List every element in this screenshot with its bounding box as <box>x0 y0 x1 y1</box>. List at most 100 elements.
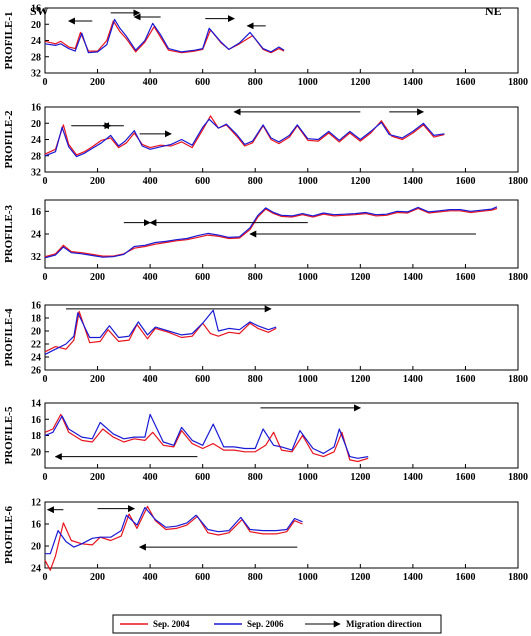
x-tick-label: 1000 <box>298 572 318 583</box>
x-tick-label: 600 <box>195 374 210 385</box>
y-tick-label: 16 <box>31 103 41 114</box>
panel-ylabel: PROFILE-6 <box>3 505 15 564</box>
x-tick-label: 1400 <box>403 272 423 283</box>
x-tick-label: 1200 <box>350 176 370 187</box>
y-tick-label: 16 <box>31 207 41 218</box>
legend-box <box>112 614 442 634</box>
y-tick-label: 16 <box>31 415 41 426</box>
x-tick-label: 1800 <box>508 572 528 583</box>
x-tick-label: 1200 <box>350 472 370 483</box>
y-tick-label: 26 <box>31 366 41 377</box>
x-tick-label: 400 <box>143 272 158 283</box>
x-tick-label: 600 <box>195 572 210 583</box>
y-tick-label: 16 <box>31 4 41 15</box>
y-tick-label: 20 <box>31 542 41 553</box>
y-tick-label: 20 <box>31 20 41 31</box>
y-tick-label: 18 <box>31 431 41 442</box>
y-tick-label: 16 <box>31 301 41 312</box>
x-tick-label: 200 <box>90 272 105 283</box>
series-line-2004 <box>44 20 285 54</box>
legend-label-migration: Migration direction <box>346 619 422 629</box>
y-tick-label: 28 <box>31 151 41 162</box>
x-tick-label: 1600 <box>455 472 475 483</box>
corner-label-ne: NE <box>485 4 502 18</box>
legend-label-2006: Sep. 2006 <box>247 619 284 629</box>
x-tick-label: 0 <box>43 472 48 483</box>
x-tick-label: 600 <box>195 472 210 483</box>
series-line-2004 <box>44 115 445 156</box>
x-tick-label: 1400 <box>403 176 423 187</box>
panel-4: 16 18 20 22 24 260 200 400 600 800 1000 1200 1400 160… <box>3 301 528 386</box>
x-tick-label: 1000 <box>298 374 318 385</box>
x-tick-label: 1400 <box>403 77 423 88</box>
x-tick-label: 1200 <box>350 374 370 385</box>
x-tick-label: 0 <box>43 374 48 385</box>
panel-ylabel: PROFILE-1 <box>3 11 15 69</box>
x-tick-label: 800 <box>248 272 263 283</box>
x-tick-label: 600 <box>195 272 210 283</box>
panel-frame <box>44 501 519 569</box>
y-tick-label: 24 <box>31 36 41 47</box>
x-tick-label: 400 <box>143 472 158 483</box>
y-tick-label: 24 <box>31 230 41 241</box>
x-tick-label: 1800 <box>508 472 528 483</box>
x-tick-label: 1000 <box>298 176 318 187</box>
x-tick-label: 400 <box>143 176 158 187</box>
x-tick-label: 1000 <box>298 472 318 483</box>
corner-label-sw: SW <box>30 4 49 18</box>
y-tick-label: 28 <box>31 52 41 63</box>
y-tick-label: 12 <box>31 498 41 509</box>
x-tick-label: 200 <box>90 374 105 385</box>
legend: Sep. 2004 Sep. 2006 Migration direction <box>112 614 442 634</box>
x-tick-label: 0 <box>43 77 48 88</box>
y-tick-label: 18 <box>31 314 41 325</box>
x-tick-label: 400 <box>143 77 158 88</box>
x-tick-label: 0 <box>43 572 48 583</box>
series-line-2006 <box>44 413 369 459</box>
x-tick-label: 800 <box>248 472 263 483</box>
series-line-2004 <box>44 207 498 258</box>
panel-ylabel: PROFILE-2 <box>3 110 15 169</box>
x-tick-label: 200 <box>90 176 105 187</box>
x-tick-label: 1600 <box>455 374 475 385</box>
x-tick-label: 1600 <box>455 272 475 283</box>
x-tick-label: 200 <box>90 77 105 88</box>
x-tick-label: 1600 <box>455 572 475 583</box>
x-tick-label: 200 <box>90 572 105 583</box>
series-line-2006 <box>45 506 303 555</box>
panel-2: 16 20 24 28 320 200 400 600 800 1000 1200 1400 1600 1… <box>3 103 528 188</box>
x-tick-label: 400 <box>143 572 158 583</box>
x-tick-label: 1800 <box>508 374 528 385</box>
y-tick-label: 32 <box>31 69 41 80</box>
y-tick-label: 14 <box>31 399 41 410</box>
y-tick-label: 22 <box>31 340 41 351</box>
panel-1: 16 20 24 28 320 200 400 600 800 1000 1200 1400 1600 1… <box>3 4 528 89</box>
x-tick-label: 1200 <box>350 77 370 88</box>
series-line-2006 <box>44 206 498 259</box>
y-tick-label: 16 <box>31 520 41 531</box>
x-tick-label: 200 <box>90 472 105 483</box>
x-tick-label: 800 <box>248 572 263 583</box>
panel-6: 12 16 20 240 200 400 600 800 1000 1200 1400 1600 180… <box>3 498 528 584</box>
series-line-2004 <box>44 310 277 353</box>
series-line-2006 <box>44 118 445 158</box>
x-tick-label: 1400 <box>403 472 423 483</box>
panel-frame <box>44 7 519 74</box>
x-tick-label: 1000 <box>298 272 318 283</box>
x-tick-label: 600 <box>195 176 210 187</box>
panel-3: 16 24 320 200 400 600 800 1000 1200 1400 1600 1800 P… <box>3 199 528 283</box>
x-tick-label: 1600 <box>455 176 475 187</box>
x-tick-label: 1200 <box>350 272 370 283</box>
panel-frame <box>44 304 519 371</box>
series-line-2006 <box>44 18 285 54</box>
x-tick-label: 0 <box>43 272 48 283</box>
x-tick-label: 1200 <box>350 572 370 583</box>
x-tick-label: 600 <box>195 77 210 88</box>
y-tick-label: 32 <box>31 252 41 263</box>
y-tick-label: 20 <box>31 119 41 130</box>
panel-ylabel: PROFILE-4 <box>3 308 15 367</box>
series-line-2004 <box>44 505 303 571</box>
series-line-2004 <box>44 413 369 463</box>
y-tick-label: 20 <box>31 327 41 338</box>
